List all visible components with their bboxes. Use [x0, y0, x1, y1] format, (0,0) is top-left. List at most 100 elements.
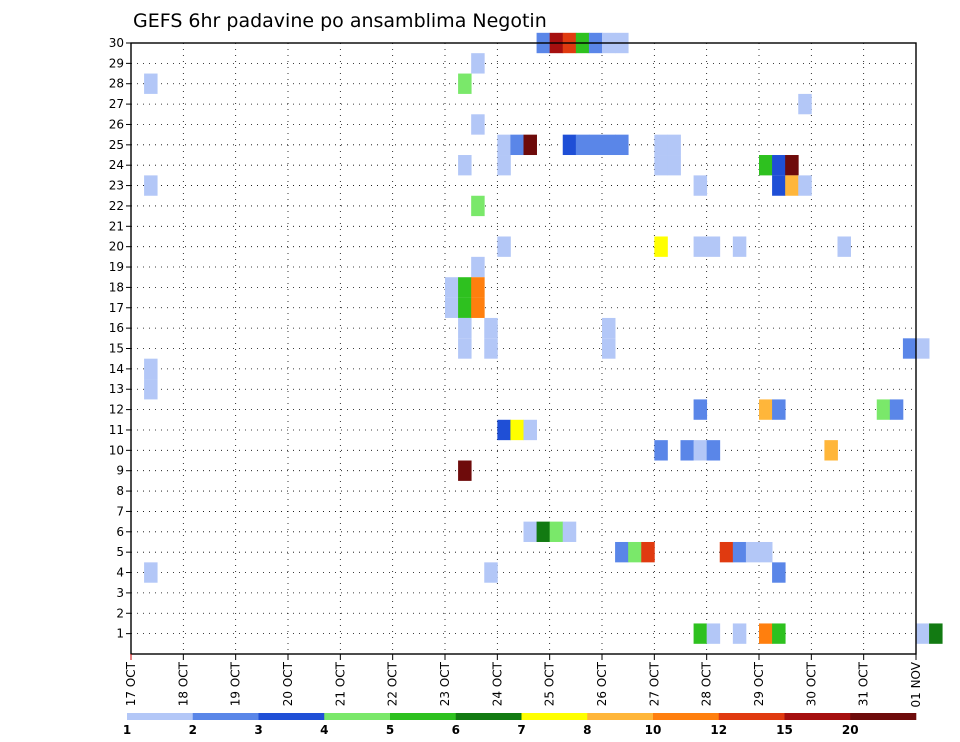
y-tick-label: 1	[116, 627, 124, 641]
colorbar-swatch	[521, 713, 588, 720]
ensemble-cell	[732, 541, 747, 563]
ensemble-cell	[458, 277, 472, 298]
colorbar-swatch	[784, 713, 851, 720]
y-tick-label: 9	[116, 464, 124, 478]
ensemble-cell	[798, 175, 812, 196]
ensemble-cell	[732, 623, 747, 644]
y-tick-label: 24	[109, 158, 124, 172]
ensemble-cell	[785, 155, 799, 176]
ensemble-cell	[837, 236, 851, 257]
y-tick-label: 3	[116, 586, 124, 600]
ensemble-cell	[497, 419, 511, 441]
y-tick-label: 27	[109, 97, 124, 111]
colorbar-label: 1	[123, 723, 131, 737]
x-tick-label: 01 NOV	[909, 661, 923, 707]
colorbar-swatch	[127, 713, 194, 720]
ensemble-cell	[916, 623, 930, 644]
colorbar-label: 20	[842, 723, 859, 737]
ensemble-cell	[536, 521, 551, 542]
y-tick-label: 20	[109, 240, 124, 254]
ensemble-cell	[458, 460, 472, 481]
colorbar-swatch	[324, 713, 391, 720]
ensemble-cell	[497, 134, 511, 156]
ensemble-cell	[667, 155, 681, 176]
x-tick-label: 17 OCT	[124, 661, 138, 706]
ensemble-cell	[144, 562, 158, 583]
ensemble-cell	[798, 93, 812, 115]
x-tick-label: 23 OCT	[438, 661, 452, 706]
ensemble-cell	[693, 440, 708, 461]
ensemble-cell	[680, 440, 694, 461]
ensemble-cell	[458, 297, 472, 318]
y-tick-label: 8	[116, 484, 124, 498]
ensemble-cell	[471, 297, 485, 318]
ensemble-cell	[471, 277, 485, 298]
ensemble-cell	[575, 134, 590, 156]
ensemble-cell	[471, 53, 485, 74]
ensemble-cell	[772, 155, 786, 176]
x-tick-label: 31 OCT	[857, 661, 871, 706]
ensemble-cell	[484, 317, 498, 339]
ensemble-cell	[693, 399, 708, 420]
x-tick-label: 27 OCT	[647, 661, 661, 706]
y-tick-label: 16	[109, 321, 124, 335]
y-tick-label: 7	[116, 504, 124, 518]
ensemble-cell	[772, 623, 786, 644]
ensemble-cell	[759, 541, 773, 563]
ensemble-cell	[602, 317, 616, 339]
y-tick-label: 26	[109, 117, 124, 131]
colorbar-label: 7	[517, 723, 525, 737]
ensemble-cell	[654, 440, 668, 461]
ensemble-cell	[772, 399, 786, 420]
ensemble-cell	[510, 419, 524, 441]
x-tick-label: 21 OCT	[333, 661, 347, 706]
ensemble-cell	[144, 379, 158, 400]
ensemble-cell	[615, 541, 629, 563]
ensemble-cell	[759, 155, 773, 176]
ensemble-cells	[144, 32, 943, 644]
ensemble-cell	[706, 440, 721, 461]
ensemble-cell	[693, 623, 708, 644]
ensemble-cell	[497, 155, 511, 176]
y-tick-label: 25	[109, 138, 124, 152]
x-tick-label: 29 OCT	[752, 661, 766, 706]
ensemble-cell	[706, 236, 721, 257]
x-tick-label: 25 OCT	[543, 661, 557, 706]
ensemble-cell	[759, 623, 773, 644]
colorbar-label: 4	[320, 723, 328, 737]
x-tick-label: 24 OCT	[490, 661, 504, 706]
ensemble-cell	[510, 134, 524, 156]
ensemble-cell	[654, 134, 668, 156]
ensemble-cell	[445, 277, 459, 298]
ensemble-cell	[523, 419, 537, 441]
y-tick-label: 19	[109, 260, 124, 274]
ensemble-cell	[759, 399, 773, 420]
ensemble-cell	[445, 297, 459, 318]
x-tick-label: 20 OCT	[281, 661, 295, 706]
x-axis-ticks: 17 OCT 18 OCT 19 OCT 20 OCT 21 OCT 22 OCT 23 O…	[124, 654, 923, 708]
ensemble-cell	[471, 114, 485, 135]
colorbar-label: 3	[254, 723, 262, 737]
ensemble-cell	[929, 623, 943, 644]
y-tick-label: 22	[109, 199, 124, 213]
ensemble-cell	[654, 155, 668, 176]
ensemble-cell	[562, 521, 577, 542]
ensemble-cell	[484, 338, 498, 359]
y-tick-label: 6	[116, 525, 124, 539]
ensemble-cell	[772, 175, 786, 196]
ensemble-cell	[484, 562, 498, 583]
ensemble-cell	[615, 134, 629, 156]
colorbar-label: 2	[189, 723, 197, 737]
ensemble-cell	[497, 236, 511, 257]
y-tick-label: 23	[109, 179, 124, 193]
y-tick-label: 11	[109, 423, 124, 437]
y-tick-label: 30	[109, 36, 124, 50]
ensemble-cell	[824, 440, 838, 461]
x-tick-label: 22 OCT	[386, 661, 400, 706]
ensemble-cell	[602, 134, 616, 156]
x-tick-label: 19 OCT	[229, 661, 243, 706]
ensemble-cell	[588, 134, 603, 156]
y-tick-label: 5	[116, 545, 124, 559]
colorbar-label: 8	[583, 723, 591, 737]
y-axis-ticks: 1234567891011121314151617181920212223242…	[109, 36, 131, 641]
